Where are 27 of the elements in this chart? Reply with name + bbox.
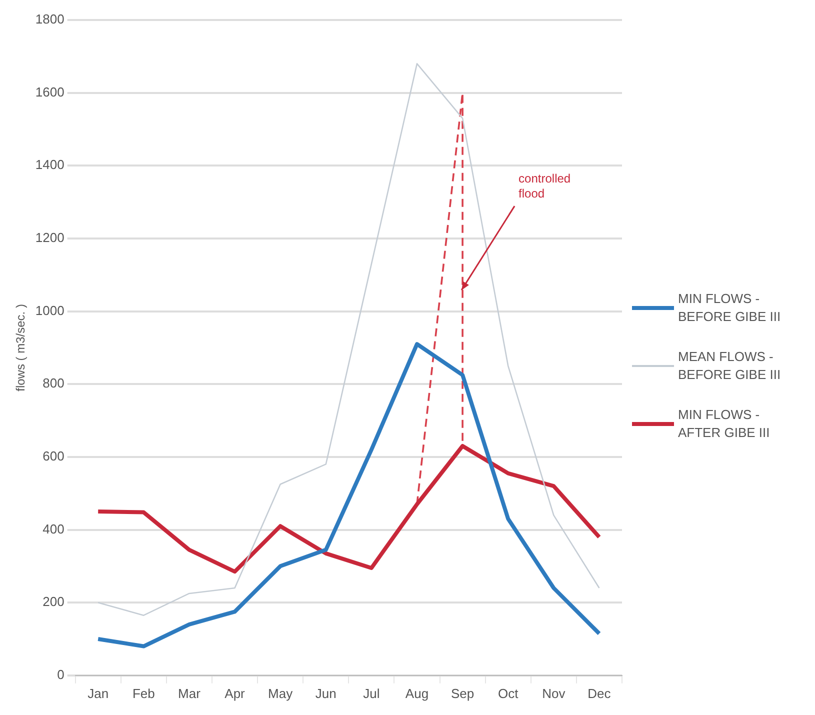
y-tick-label: 400 <box>42 521 64 536</box>
y-tick-label: 1600 <box>35 84 64 100</box>
y-tick-label: 1200 <box>35 230 64 246</box>
y-tick-label: 1000 <box>35 302 64 318</box>
y-tick-label: 200 <box>42 594 64 610</box>
y-tick-label: 600 <box>42 448 64 464</box>
x-tick-label: Dec <box>588 686 612 701</box>
x-tick-label: Feb <box>132 686 155 701</box>
y-tick-label: 1400 <box>35 157 64 172</box>
x-tick-label: Oct <box>498 686 519 701</box>
x-tick-label: Aug <box>405 686 429 701</box>
y-tick-label: 0 <box>57 666 64 682</box>
annotation: controlled flood <box>518 171 571 200</box>
x-tick-label: May <box>268 686 294 701</box>
x-tick-label: Mar <box>178 686 202 701</box>
legend-label: MEAN FLOWS - BEFORE GIBE III <box>678 348 782 384</box>
legend-label: MIN FLOWS - BEFORE GIBE III <box>678 290 782 326</box>
y-tick-label: 800 <box>42 376 64 391</box>
legend-label: MIN FLOWS - AFTER GIBE III <box>678 406 771 442</box>
x-tick-label: Jun <box>315 686 336 701</box>
y-tick-label: 1800 <box>35 12 64 27</box>
x-tick-label: Sep <box>450 686 474 701</box>
x-tick-label: Apr <box>224 686 246 701</box>
x-tick-label: Jan <box>88 686 109 701</box>
x-tick-label: Jul <box>363 686 380 701</box>
y-axis-title: flows ( m3/sec. ) <box>14 304 28 392</box>
x-tick-label: Nov <box>542 686 566 701</box>
